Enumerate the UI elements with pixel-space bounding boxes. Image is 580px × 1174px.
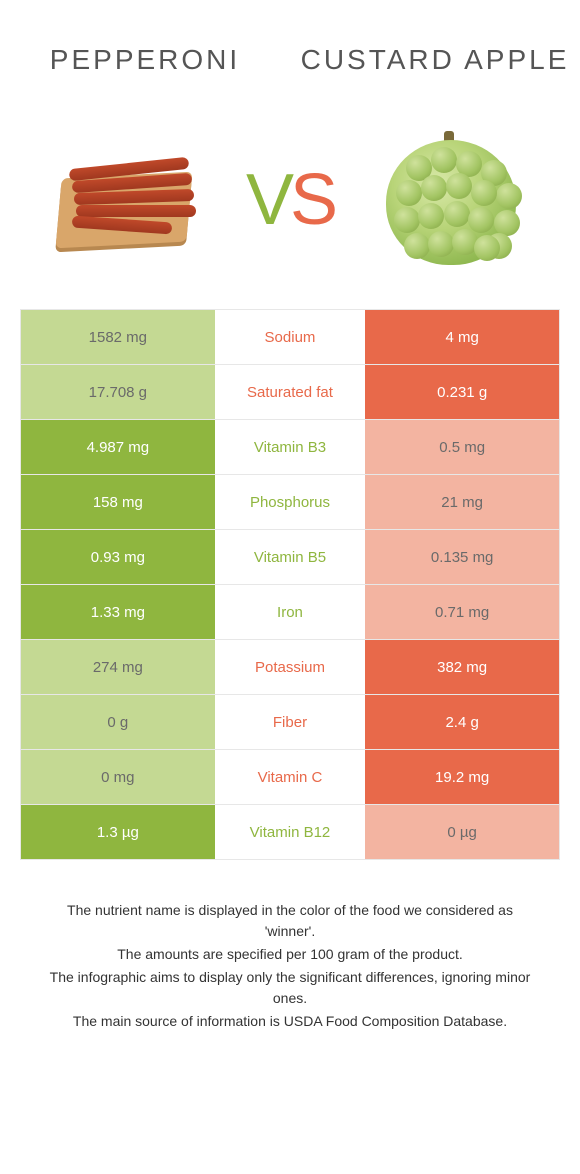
nutrient-left-value: 1.3 µg	[21, 805, 215, 859]
vs-label: VS	[246, 159, 334, 241]
footnote-line: The nutrient name is displayed in the co…	[40, 900, 540, 942]
nutrient-label: Vitamin B5	[215, 530, 366, 584]
nutrient-left-value: 17.708 g	[21, 365, 215, 419]
nutrient-label: Vitamin B12	[215, 805, 366, 859]
nutrient-right-value: 19.2 mg	[365, 750, 559, 804]
nutrient-right-value: 0 µg	[365, 805, 559, 859]
vs-v: V	[246, 160, 290, 240]
nutrient-right-value: 0.71 mg	[365, 585, 559, 639]
footnote-line: The infographic aims to display only the…	[40, 967, 540, 1009]
nutrient-label: Iron	[215, 585, 366, 639]
nutrient-label: Fiber	[215, 695, 366, 749]
hero-row: VS	[0, 110, 580, 310]
table-row: 4.987 mgVitamin B30.5 mg	[20, 419, 560, 475]
nutrient-label: Vitamin B3	[215, 420, 366, 474]
table-row: 1582 mgSodium4 mg	[20, 309, 560, 365]
nutrient-table: 1582 mgSodium4 mg17.708 gSaturated fat0.…	[20, 309, 560, 860]
footnote-line: The amounts are specified per 100 gram o…	[40, 944, 540, 965]
table-row: 274 mgPotassium382 mg	[20, 639, 560, 695]
nutrient-right-value: 4 mg	[365, 310, 559, 364]
nutrient-right-value: 382 mg	[365, 640, 559, 694]
nutrient-label: Saturated fat	[215, 365, 366, 419]
table-row: 17.708 gSaturated fat0.231 g	[20, 364, 560, 420]
nutrient-left-value: 1.33 mg	[21, 585, 215, 639]
table-row: 0 mgVitamin C19.2 mg	[20, 749, 560, 805]
table-row: 0 gFiber2.4 g	[20, 694, 560, 750]
title-row: PEPPERONI CUSTARD APPLE	[0, 0, 580, 110]
footnotes: The nutrient name is displayed in the co…	[40, 900, 540, 1032]
table-row: 0.93 mgVitamin B50.135 mg	[20, 529, 560, 585]
nutrient-label: Vitamin C	[215, 750, 366, 804]
nutrient-right-value: 0.231 g	[365, 365, 559, 419]
nutrient-left-value: 158 mg	[21, 475, 215, 529]
nutrient-label: Potassium	[215, 640, 366, 694]
custard-apple-image	[371, 120, 531, 280]
food-right-title: CUSTARD APPLE	[290, 20, 580, 100]
pepperoni-image	[49, 120, 209, 280]
table-row: 1.3 µgVitamin B120 µg	[20, 804, 560, 860]
nutrient-left-value: 0 mg	[21, 750, 215, 804]
nutrient-left-value: 4.987 mg	[21, 420, 215, 474]
nutrient-label: Sodium	[215, 310, 366, 364]
nutrient-right-value: 2.4 g	[365, 695, 559, 749]
nutrient-right-value: 0.5 mg	[365, 420, 559, 474]
nutrient-left-value: 0.93 mg	[21, 530, 215, 584]
table-row: 1.33 mgIron0.71 mg	[20, 584, 560, 640]
vs-s: S	[290, 160, 334, 240]
table-row: 158 mgPhosphorus21 mg	[20, 474, 560, 530]
nutrient-label: Phosphorus	[215, 475, 366, 529]
nutrient-right-value: 21 mg	[365, 475, 559, 529]
nutrient-right-value: 0.135 mg	[365, 530, 559, 584]
food-left-title: PEPPERONI	[0, 20, 290, 100]
nutrient-left-value: 0 g	[21, 695, 215, 749]
footnote-line: The main source of information is USDA F…	[40, 1011, 540, 1032]
nutrient-left-value: 1582 mg	[21, 310, 215, 364]
nutrient-left-value: 274 mg	[21, 640, 215, 694]
